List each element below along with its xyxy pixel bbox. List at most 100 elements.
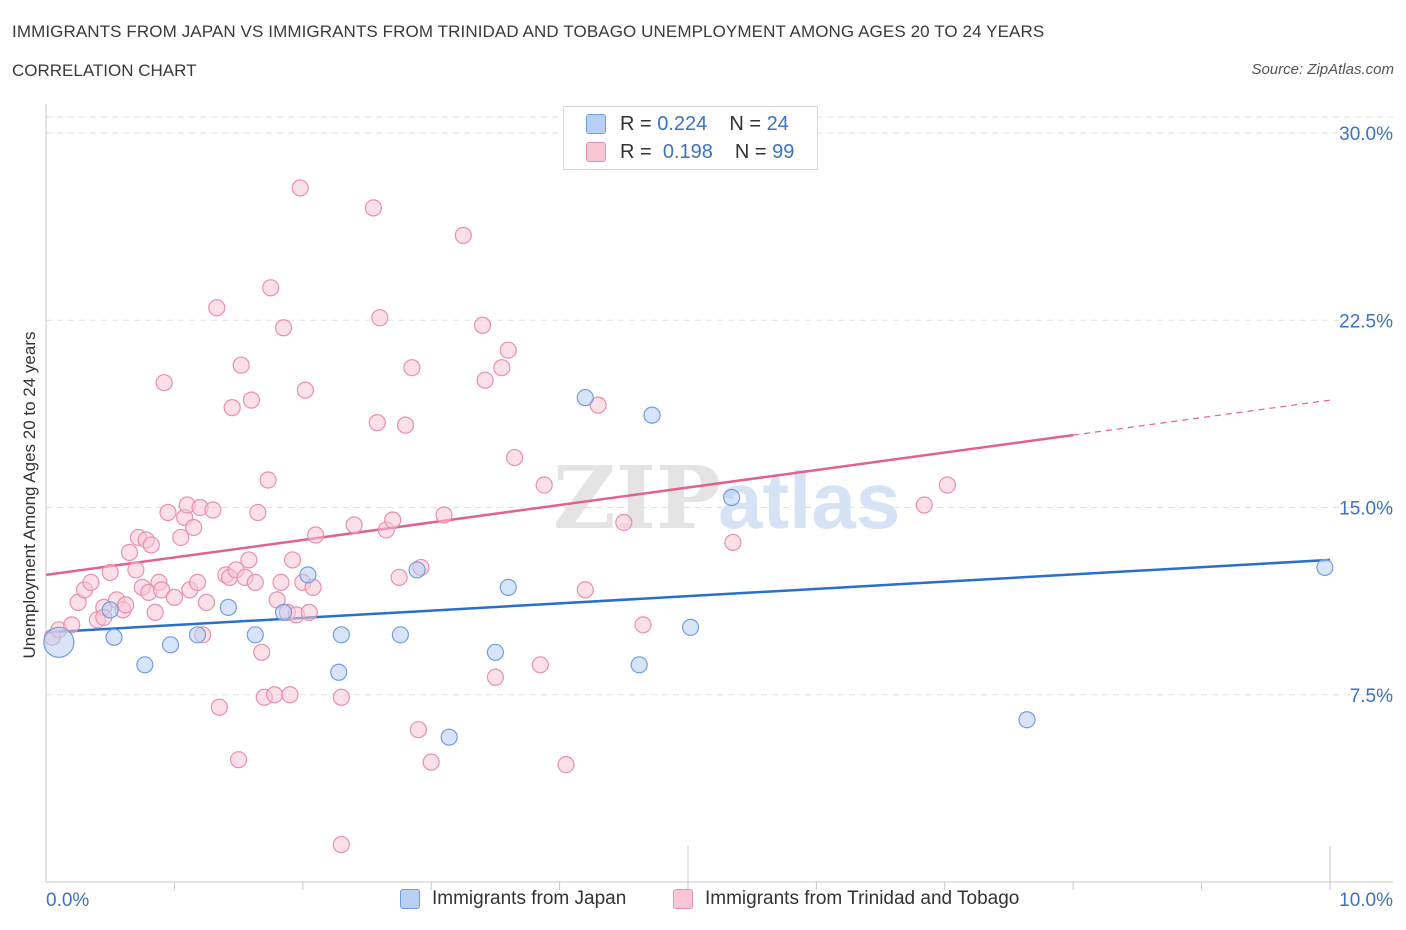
- japan-point: [136, 656, 154, 674]
- trinidad-point: [476, 371, 494, 389]
- trinidad-point: [296, 381, 314, 399]
- trinidad-point: [368, 414, 386, 432]
- trinidad-point: [240, 551, 258, 569]
- japan-point: [440, 728, 458, 746]
- trinidad-point: [634, 616, 652, 634]
- trinidad-point: [422, 753, 440, 771]
- trinidad-point: [63, 616, 81, 634]
- legend-swatch-japan: [400, 889, 420, 909]
- trinidad-point: [473, 316, 492, 334]
- bottom-legend-trinidad: Immigrants from Trinidad and Tobago: [673, 888, 1019, 910]
- japan-point: [219, 598, 237, 616]
- japan-point: [391, 626, 409, 644]
- chart-title: IMMIGRANTS FROM JAPAN VS IMMIGRANTS FROM…: [12, 22, 1045, 41]
- trinidad-point: [409, 721, 427, 739]
- trinidad-point: [259, 471, 277, 489]
- trinidad-point: [615, 513, 633, 532]
- trinidad-point: [172, 528, 190, 547]
- trinidad-point: [210, 698, 228, 716]
- trinidad-point: [535, 476, 553, 494]
- trinidad-point: [120, 543, 139, 562]
- trinidad-point: [531, 656, 549, 674]
- data-points: [43, 179, 1334, 854]
- japan-point: [105, 628, 123, 646]
- japan-point: [101, 601, 119, 619]
- trinidad-point: [204, 501, 222, 519]
- japan-point: [723, 488, 741, 507]
- japan-point: [330, 663, 348, 681]
- trinidad-point: [142, 536, 160, 554]
- trinidad-point: [576, 581, 594, 599]
- x-tick-label-max: 10.0%: [1339, 890, 1393, 911]
- trinidad-point: [253, 643, 271, 661]
- japan-point: [643, 406, 661, 424]
- trinidad-point: [262, 279, 280, 297]
- stats-legend: R = 0.224 N = 24 R = 0.198 N = 99: [563, 106, 818, 170]
- trinidad-point: [152, 581, 171, 599]
- trinidad-point: [159, 503, 177, 522]
- japan-point: [630, 656, 648, 674]
- trinidad-point: [486, 668, 504, 686]
- trinidad-point: [246, 573, 264, 592]
- y-tick-labels: 7.5% 15.0% 22.5% 30.0%: [1339, 124, 1393, 707]
- trinidad-point: [265, 686, 284, 704]
- japan-point: [246, 626, 264, 644]
- trinidad-point: [291, 179, 309, 197]
- trinidad-point: [155, 374, 173, 392]
- trinidad-point: [724, 533, 742, 552]
- trinidad-point: [165, 588, 183, 606]
- y-tick-label: 22.5%: [1339, 311, 1393, 332]
- trinidad-point: [506, 448, 524, 467]
- japan-point: [43, 626, 75, 658]
- trinidad-point: [185, 518, 203, 537]
- trend-line: [45, 558, 1331, 634]
- trinidad-point: [242, 391, 261, 409]
- trend-line-solid: [45, 433, 1074, 577]
- trinidad-point: [499, 341, 517, 359]
- japan-point: [188, 626, 207, 644]
- japan-point: [408, 561, 426, 579]
- watermark-atlas: atlas: [718, 456, 900, 545]
- r-value: 0.224: [657, 112, 708, 135]
- trinidad-point: [364, 199, 383, 217]
- trinidad-point: [127, 561, 145, 579]
- n-label: N =: [734, 140, 767, 163]
- japan-point: [1018, 711, 1036, 729]
- trinidad-point: [454, 226, 472, 244]
- japan-point: [499, 578, 517, 596]
- trend-line-dashed: [1073, 399, 1331, 436]
- japan-point: [681, 618, 700, 636]
- legend-swatch-japan: [586, 114, 606, 134]
- trinidad-point: [272, 573, 290, 592]
- trinidad-point: [332, 688, 350, 706]
- r-label: R =: [620, 112, 652, 135]
- trinidad-point: [371, 309, 389, 327]
- japan-point: [299, 566, 317, 584]
- axes: [45, 104, 1393, 890]
- trinidad-point: [146, 603, 164, 621]
- trinidad-point: [332, 835, 350, 854]
- trinidad-point: [390, 568, 408, 587]
- trinidad-point: [300, 603, 318, 621]
- trinidad-point: [101, 563, 119, 582]
- r-label: R =: [620, 140, 652, 163]
- trend-lines: [45, 399, 1331, 634]
- trinidad-point: [403, 359, 421, 377]
- n-value: 24: [766, 112, 789, 135]
- trinidad-point: [197, 593, 216, 611]
- y-tick-label: 30.0%: [1339, 124, 1393, 145]
- source-label: Source: ZipAtlas.com: [1251, 61, 1394, 78]
- japan-point: [1316, 558, 1334, 577]
- trinidad-point: [223, 399, 241, 417]
- japan-point: [576, 389, 594, 407]
- trinidad-point: [283, 551, 302, 569]
- japan-point: [332, 626, 350, 644]
- trinidad-point: [435, 506, 453, 524]
- n-value: 99: [772, 140, 795, 163]
- trinidad-point: [281, 686, 299, 704]
- legend-label-japan: Immigrants from Japan: [432, 888, 627, 909]
- legend-row-trinidad: R = 0.198 N = 99: [586, 140, 794, 164]
- japan-point: [486, 643, 504, 661]
- bottom-legend-japan: Immigrants from Japan: [400, 888, 626, 910]
